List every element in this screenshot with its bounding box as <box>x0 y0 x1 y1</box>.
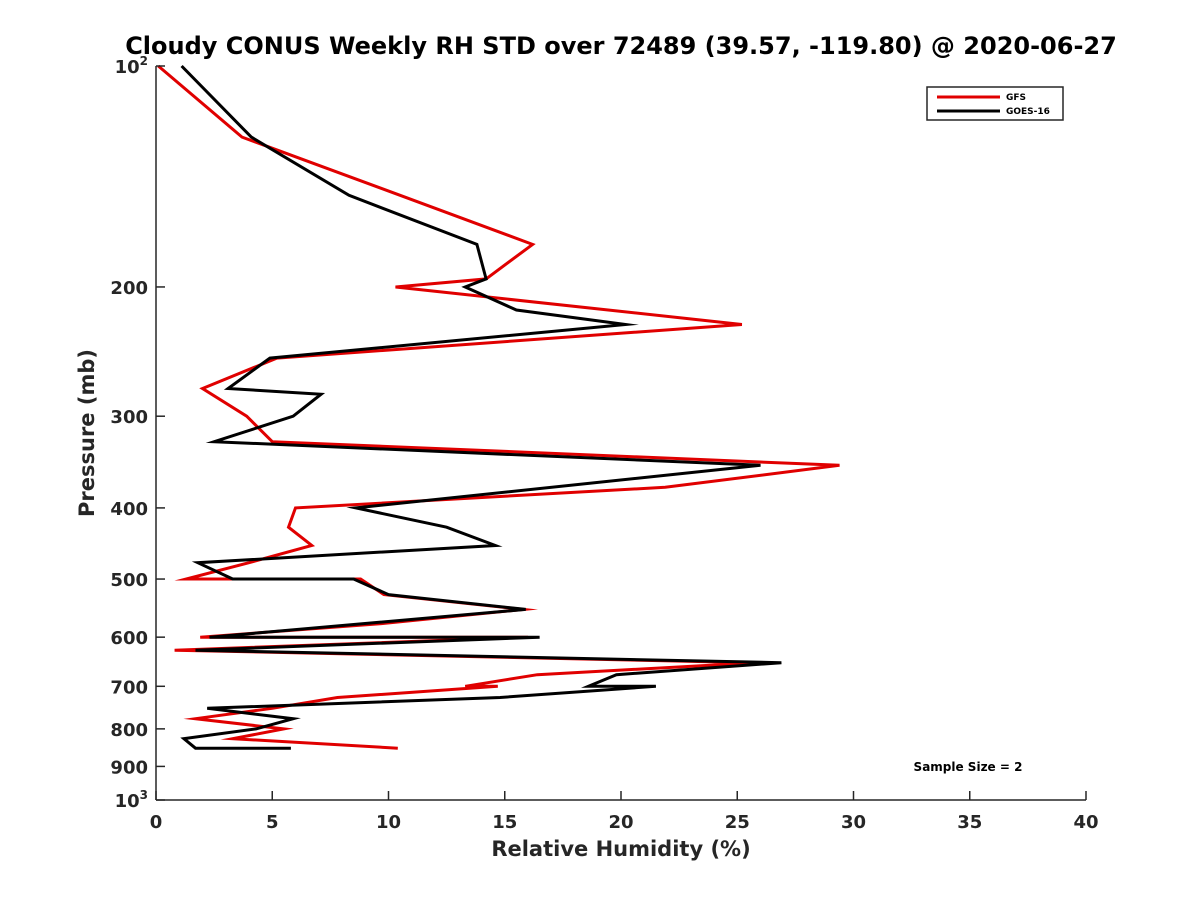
y-tick-label: 200 <box>110 278 148 299</box>
x-tick-label: 20 <box>608 812 633 833</box>
x-tick-label: 35 <box>957 812 982 833</box>
sample-size-annotation: Sample Size = 2 <box>914 760 1023 774</box>
y-axis-label: Pressure (mb) <box>75 349 99 517</box>
y-tick-label: 800 <box>110 720 148 741</box>
x-tick-label: 15 <box>492 812 517 833</box>
y-tick-label: 900 <box>110 757 148 778</box>
y-tick-label: 700 <box>110 677 148 698</box>
legend-label-gfs: GFS <box>1006 93 1026 103</box>
x-axis: 0 5 10 15 20 25 30 35 40 <box>150 791 1099 833</box>
y-tick-label: 500 <box>110 570 148 591</box>
legend: GFS GOES-16 <box>926 86 1064 121</box>
y-tick-label: 300 <box>110 407 148 428</box>
y-tick-label: 400 <box>110 499 148 520</box>
x-tick-label: 0 <box>150 812 163 833</box>
legend-label-goes-16: GOES-16 <box>1006 107 1050 117</box>
y-axis: 102 200 300 400 500 600 700 800 900 103 <box>110 54 165 812</box>
series-line-goes-16 <box>180 64 782 750</box>
y-tick-label: 102 <box>115 54 148 78</box>
x-tick-label: 10 <box>376 812 401 833</box>
x-axis-label: Relative Humidity (%) <box>491 837 750 861</box>
x-tick-label: 5 <box>266 812 279 833</box>
chart-title: Cloudy CONUS Weekly RH STD over 72489 (3… <box>125 32 1117 60</box>
x-tick-label: 40 <box>1073 812 1098 833</box>
series-line-gfs <box>157 64 840 750</box>
y-tick-label: 103 <box>115 788 148 812</box>
y-tick-label: 600 <box>110 628 148 649</box>
x-tick-label: 25 <box>725 812 750 833</box>
plot-area <box>157 64 840 750</box>
x-tick-label: 30 <box>841 812 866 833</box>
legend-box <box>926 86 1064 121</box>
